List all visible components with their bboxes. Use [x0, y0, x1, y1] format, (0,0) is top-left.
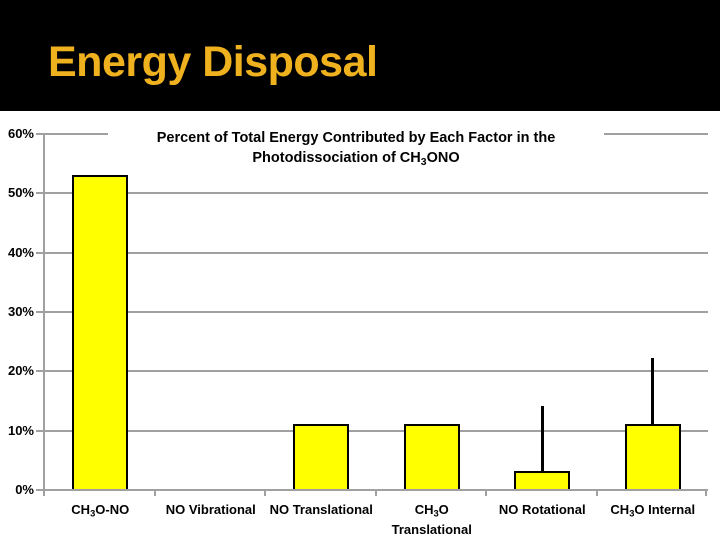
text-segment: NO Translational [269, 502, 373, 517]
x-axis-tick [705, 491, 707, 496]
x-axis-label-no-rotational: NO Rotational [487, 502, 598, 518]
text-segment: CH [71, 502, 91, 517]
subscript-text: 3 [433, 508, 439, 519]
text-segment: Photodissociation of CH [252, 150, 421, 166]
chart-bar-ch3o-translational [403, 423, 460, 489]
error-bar-no-rotational [540, 405, 544, 472]
y-axis-tick [36, 429, 43, 432]
slide-header: Energy Disposal [0, 0, 720, 111]
y-axis-tick [36, 133, 43, 135]
text-segment: Translational [391, 521, 472, 537]
gridline [45, 370, 708, 373]
x-axis-tick [485, 491, 487, 496]
y-axis-tick [36, 370, 43, 373]
x-axis-label-no-translational: NO Translational [266, 502, 377, 518]
x-axis-label-no-vibrational: NO Vibrational [155, 502, 266, 518]
subscript-text: 3 [420, 156, 427, 168]
gridline [45, 429, 708, 432]
chart-bar-no-rotational [514, 471, 571, 489]
text-segment: ONO [426, 150, 460, 166]
y-axis-tick [36, 489, 43, 491]
x-axis-label-ch3o-no: CH3O-NO [45, 502, 156, 522]
y-axis-label: 30% [7, 304, 34, 319]
x-axis-tick [595, 491, 598, 496]
y-axis-label: 60% [7, 126, 34, 141]
x-axis-tick [374, 491, 377, 496]
x-axis-tick [153, 491, 156, 496]
text-segment: O [438, 502, 449, 517]
text-segment: CH [610, 502, 630, 517]
subscript-text: 3 [629, 508, 635, 519]
chart-title-line: Photodissociation of CH3ONO [108, 148, 604, 173]
gridline [45, 311, 708, 313]
y-axis-label: 50% [7, 185, 34, 201]
gridline [45, 192, 708, 195]
y-axis-line [43, 133, 45, 491]
text-segment: NO Vibrational [165, 502, 256, 517]
y-axis-label: 20% [7, 363, 34, 379]
x-axis-label-ch3o-translational: CH3O Translational [376, 502, 487, 538]
x-axis-line [43, 489, 708, 491]
subscript-text: 3 [90, 508, 96, 519]
y-axis-tick [36, 192, 43, 195]
plot-area [36, 133, 708, 496]
text-segment: O-NO [95, 502, 130, 517]
text-segment: O Internal [634, 502, 696, 517]
chart-title: Percent of Total Energy Contributed by E… [108, 128, 604, 173]
chart-bar-no-translational [293, 423, 350, 489]
error-bar-ch3o-internal [651, 358, 655, 424]
x-axis-label-ch3o-internal: CH3O Internal [597, 502, 708, 522]
y-axis-label: 10% [7, 422, 34, 438]
text-segment: NO Rotational [498, 502, 586, 517]
y-axis-label: 0% [15, 482, 34, 497]
text-segment: CH [414, 502, 434, 517]
chart-bar-ch3o-no [72, 174, 129, 489]
y-axis-tick [36, 311, 43, 313]
text-segment: Percent of Total Energy Contributed by E… [156, 130, 556, 146]
gridline [45, 251, 708, 254]
chart-bar-ch3o-internal [624, 423, 681, 489]
x-axis-tick [43, 491, 45, 496]
y-axis-tick [36, 251, 43, 254]
slide-title: Energy Disposal [48, 38, 378, 86]
y-axis-label: 40% [7, 244, 34, 260]
x-axis-tick [264, 491, 266, 496]
chart-title-line: Percent of Total Energy Contributed by E… [108, 128, 604, 148]
